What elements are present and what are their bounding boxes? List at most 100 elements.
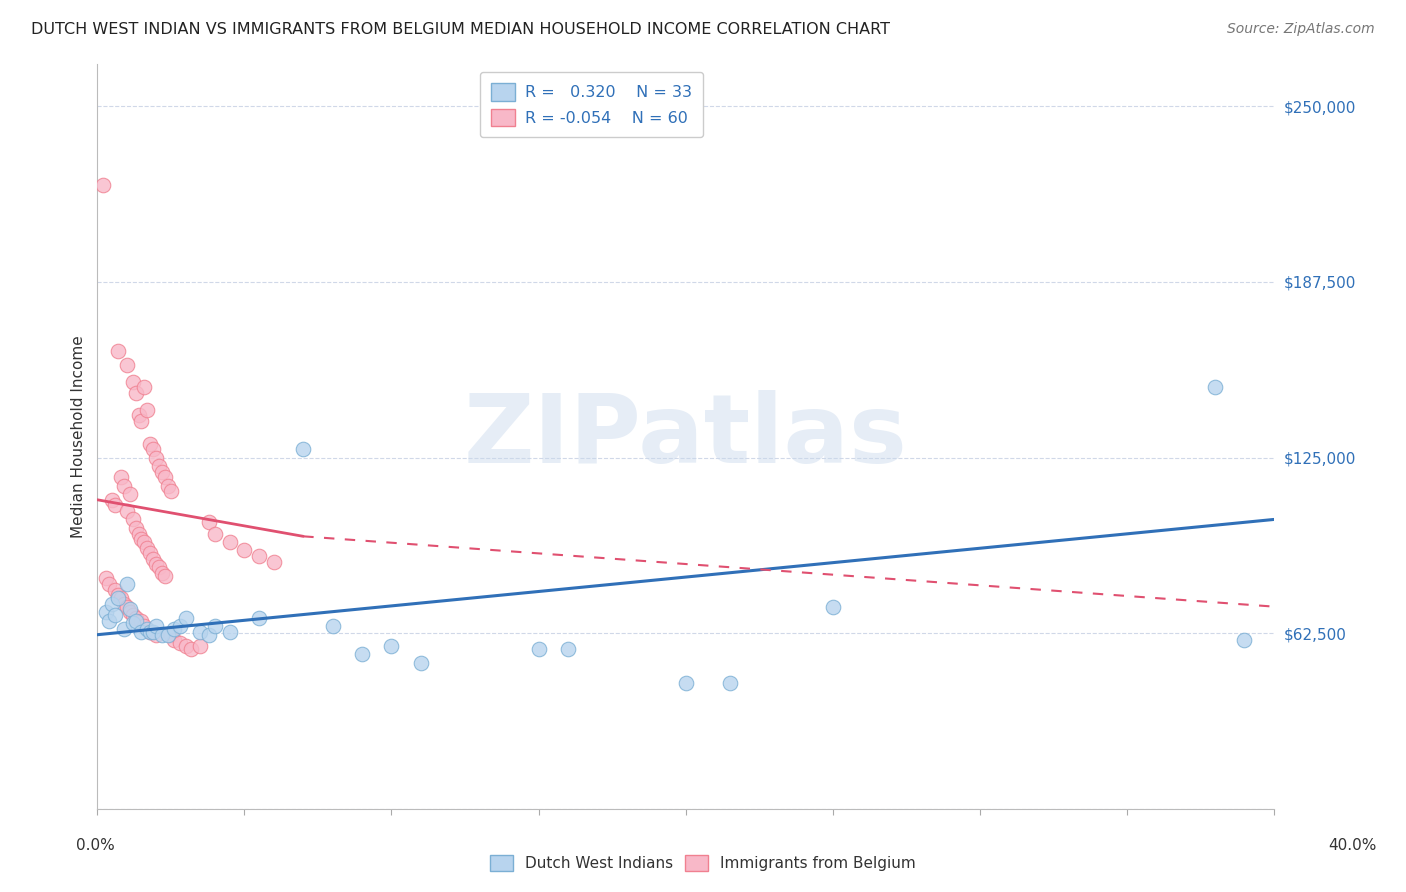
Point xyxy=(247,549,270,563)
Point xyxy=(142,442,165,457)
Point xyxy=(150,465,173,479)
Point xyxy=(136,541,159,555)
Point xyxy=(153,568,176,582)
Point xyxy=(557,641,579,656)
Point xyxy=(150,566,173,580)
Point xyxy=(139,546,162,560)
Point xyxy=(139,624,162,639)
Point xyxy=(247,611,270,625)
Point xyxy=(380,639,402,653)
Point xyxy=(96,572,118,586)
Point xyxy=(1233,633,1256,648)
Point xyxy=(169,636,191,650)
Point xyxy=(96,605,118,619)
Point xyxy=(115,577,138,591)
Point xyxy=(107,588,129,602)
Point xyxy=(198,628,221,642)
Point xyxy=(98,614,121,628)
Point xyxy=(112,622,135,636)
Point xyxy=(160,628,183,642)
Point xyxy=(121,375,143,389)
Point xyxy=(174,611,197,625)
Point xyxy=(134,619,156,633)
Point xyxy=(118,487,141,501)
Point xyxy=(101,597,124,611)
Point xyxy=(322,619,344,633)
Point xyxy=(115,504,138,518)
Point xyxy=(821,599,844,614)
Point xyxy=(124,521,146,535)
Point xyxy=(128,526,150,541)
Point xyxy=(218,624,240,639)
Point xyxy=(118,602,141,616)
Text: DUTCH WEST INDIAN VS IMMIGRANTS FROM BELGIUM MEDIAN HOUSEHOLD INCOME CORRELATION: DUTCH WEST INDIAN VS IMMIGRANTS FROM BEL… xyxy=(31,22,890,37)
Point xyxy=(142,624,165,639)
Point xyxy=(101,492,124,507)
Point xyxy=(153,470,176,484)
Point xyxy=(124,386,146,401)
Point xyxy=(263,555,285,569)
Point xyxy=(718,675,741,690)
Point xyxy=(527,641,550,656)
Point xyxy=(145,628,167,642)
Point xyxy=(156,479,179,493)
Point xyxy=(128,409,150,423)
Point xyxy=(145,619,167,633)
Point xyxy=(107,343,129,358)
Point xyxy=(110,470,132,484)
Point xyxy=(204,526,226,541)
Text: Source: ZipAtlas.com: Source: ZipAtlas.com xyxy=(1227,22,1375,37)
Legend: Dutch West Indians, Immigrants from Belgium: Dutch West Indians, Immigrants from Belg… xyxy=(484,849,922,877)
Point xyxy=(163,622,186,636)
Point xyxy=(675,675,697,690)
Point xyxy=(112,597,135,611)
Point xyxy=(218,535,240,549)
Point xyxy=(174,639,197,653)
Point xyxy=(180,641,202,656)
Point xyxy=(112,479,135,493)
Point xyxy=(409,656,432,670)
Point xyxy=(169,619,191,633)
Point xyxy=(136,402,159,417)
Point xyxy=(150,628,173,642)
Point xyxy=(156,628,179,642)
Point xyxy=(104,582,127,597)
Point xyxy=(124,611,146,625)
Point xyxy=(104,499,127,513)
Text: ZIPatlas: ZIPatlas xyxy=(464,390,907,483)
Point xyxy=(188,639,211,653)
Point xyxy=(124,614,146,628)
Point xyxy=(148,458,170,473)
Point xyxy=(145,558,167,572)
Point xyxy=(145,450,167,465)
Point xyxy=(1204,380,1226,394)
Point xyxy=(134,535,156,549)
Point xyxy=(139,436,162,450)
Point xyxy=(104,608,127,623)
Point xyxy=(233,543,256,558)
Point xyxy=(131,614,153,628)
Legend: R =   0.320    N = 33, R = -0.054    N = 60: R = 0.320 N = 33, R = -0.054 N = 60 xyxy=(479,72,703,137)
Point xyxy=(292,442,315,457)
Text: 40.0%: 40.0% xyxy=(1329,838,1376,853)
Y-axis label: Median Household Income: Median Household Income xyxy=(72,335,86,538)
Point xyxy=(136,622,159,636)
Point xyxy=(91,178,114,192)
Point xyxy=(204,619,226,633)
Point xyxy=(139,624,162,639)
Point xyxy=(118,605,141,619)
Text: 0.0%: 0.0% xyxy=(76,838,115,853)
Point xyxy=(131,414,153,428)
Point xyxy=(98,577,121,591)
Point xyxy=(121,512,143,526)
Point xyxy=(131,532,153,546)
Point xyxy=(110,591,132,606)
Point xyxy=(121,616,143,631)
Point xyxy=(131,624,153,639)
Point xyxy=(121,608,143,623)
Point xyxy=(142,551,165,566)
Point xyxy=(160,484,183,499)
Point xyxy=(198,516,221,530)
Point xyxy=(107,591,129,606)
Point xyxy=(115,358,138,372)
